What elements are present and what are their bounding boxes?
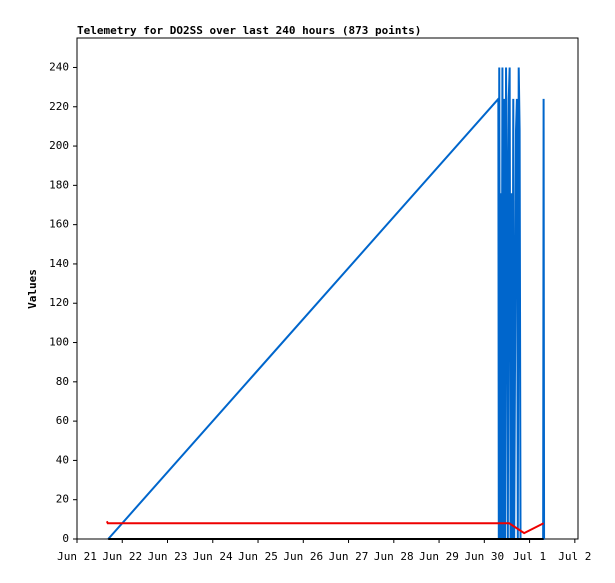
x-tick-label: Jun 23 — [148, 550, 188, 563]
x-tick-label: Jun 25 — [238, 550, 278, 563]
x-tick-label: Jul 1 — [513, 550, 546, 563]
x-tick-label: Jul 2 — [558, 550, 591, 563]
y-axis-label: Values — [26, 269, 39, 309]
y-tick-label: 100 — [49, 336, 69, 349]
data-line — [105, 520, 545, 535]
x-tick-label: Jun 21 — [57, 550, 97, 563]
y-tick-label: 60 — [56, 414, 69, 427]
x-tick-label: Jun 29 — [419, 550, 459, 563]
x-tick-label: Jun 26 — [283, 550, 323, 563]
y-tick-label: 140 — [49, 257, 69, 270]
x-tick-label: Jun 24 — [193, 550, 233, 563]
y-tick-label: 120 — [49, 296, 69, 309]
y-tick-label: 160 — [49, 218, 69, 231]
y-tick-label: 180 — [49, 178, 69, 191]
y-tick-label: 80 — [56, 375, 69, 388]
y-tick-label: 220 — [49, 100, 69, 113]
y-tick-label: 40 — [56, 453, 69, 466]
x-tick-label: Jun 28 — [374, 550, 414, 563]
y-tick-label: 200 — [49, 139, 69, 152]
x-tick-label: Jun 22 — [102, 550, 142, 563]
y-tick-label: 240 — [49, 60, 69, 73]
y-tick-label: 0 — [62, 532, 69, 545]
x-tick-label: Jun 30 — [464, 550, 504, 563]
x-tick-label: Jun 27 — [329, 550, 369, 563]
chart-title: Telemetry for DO2SS over last 240 hours … — [77, 24, 421, 37]
y-tick-label: 20 — [56, 493, 69, 506]
data-line — [107, 67, 546, 540]
